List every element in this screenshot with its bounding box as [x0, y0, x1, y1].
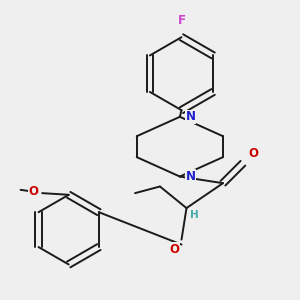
- Text: N: N: [186, 170, 196, 183]
- Text: F: F: [178, 14, 185, 27]
- Text: O: O: [170, 243, 180, 256]
- Text: O: O: [29, 185, 39, 198]
- Text: O: O: [248, 147, 258, 160]
- Text: N: N: [186, 110, 196, 123]
- Text: H: H: [190, 210, 199, 220]
